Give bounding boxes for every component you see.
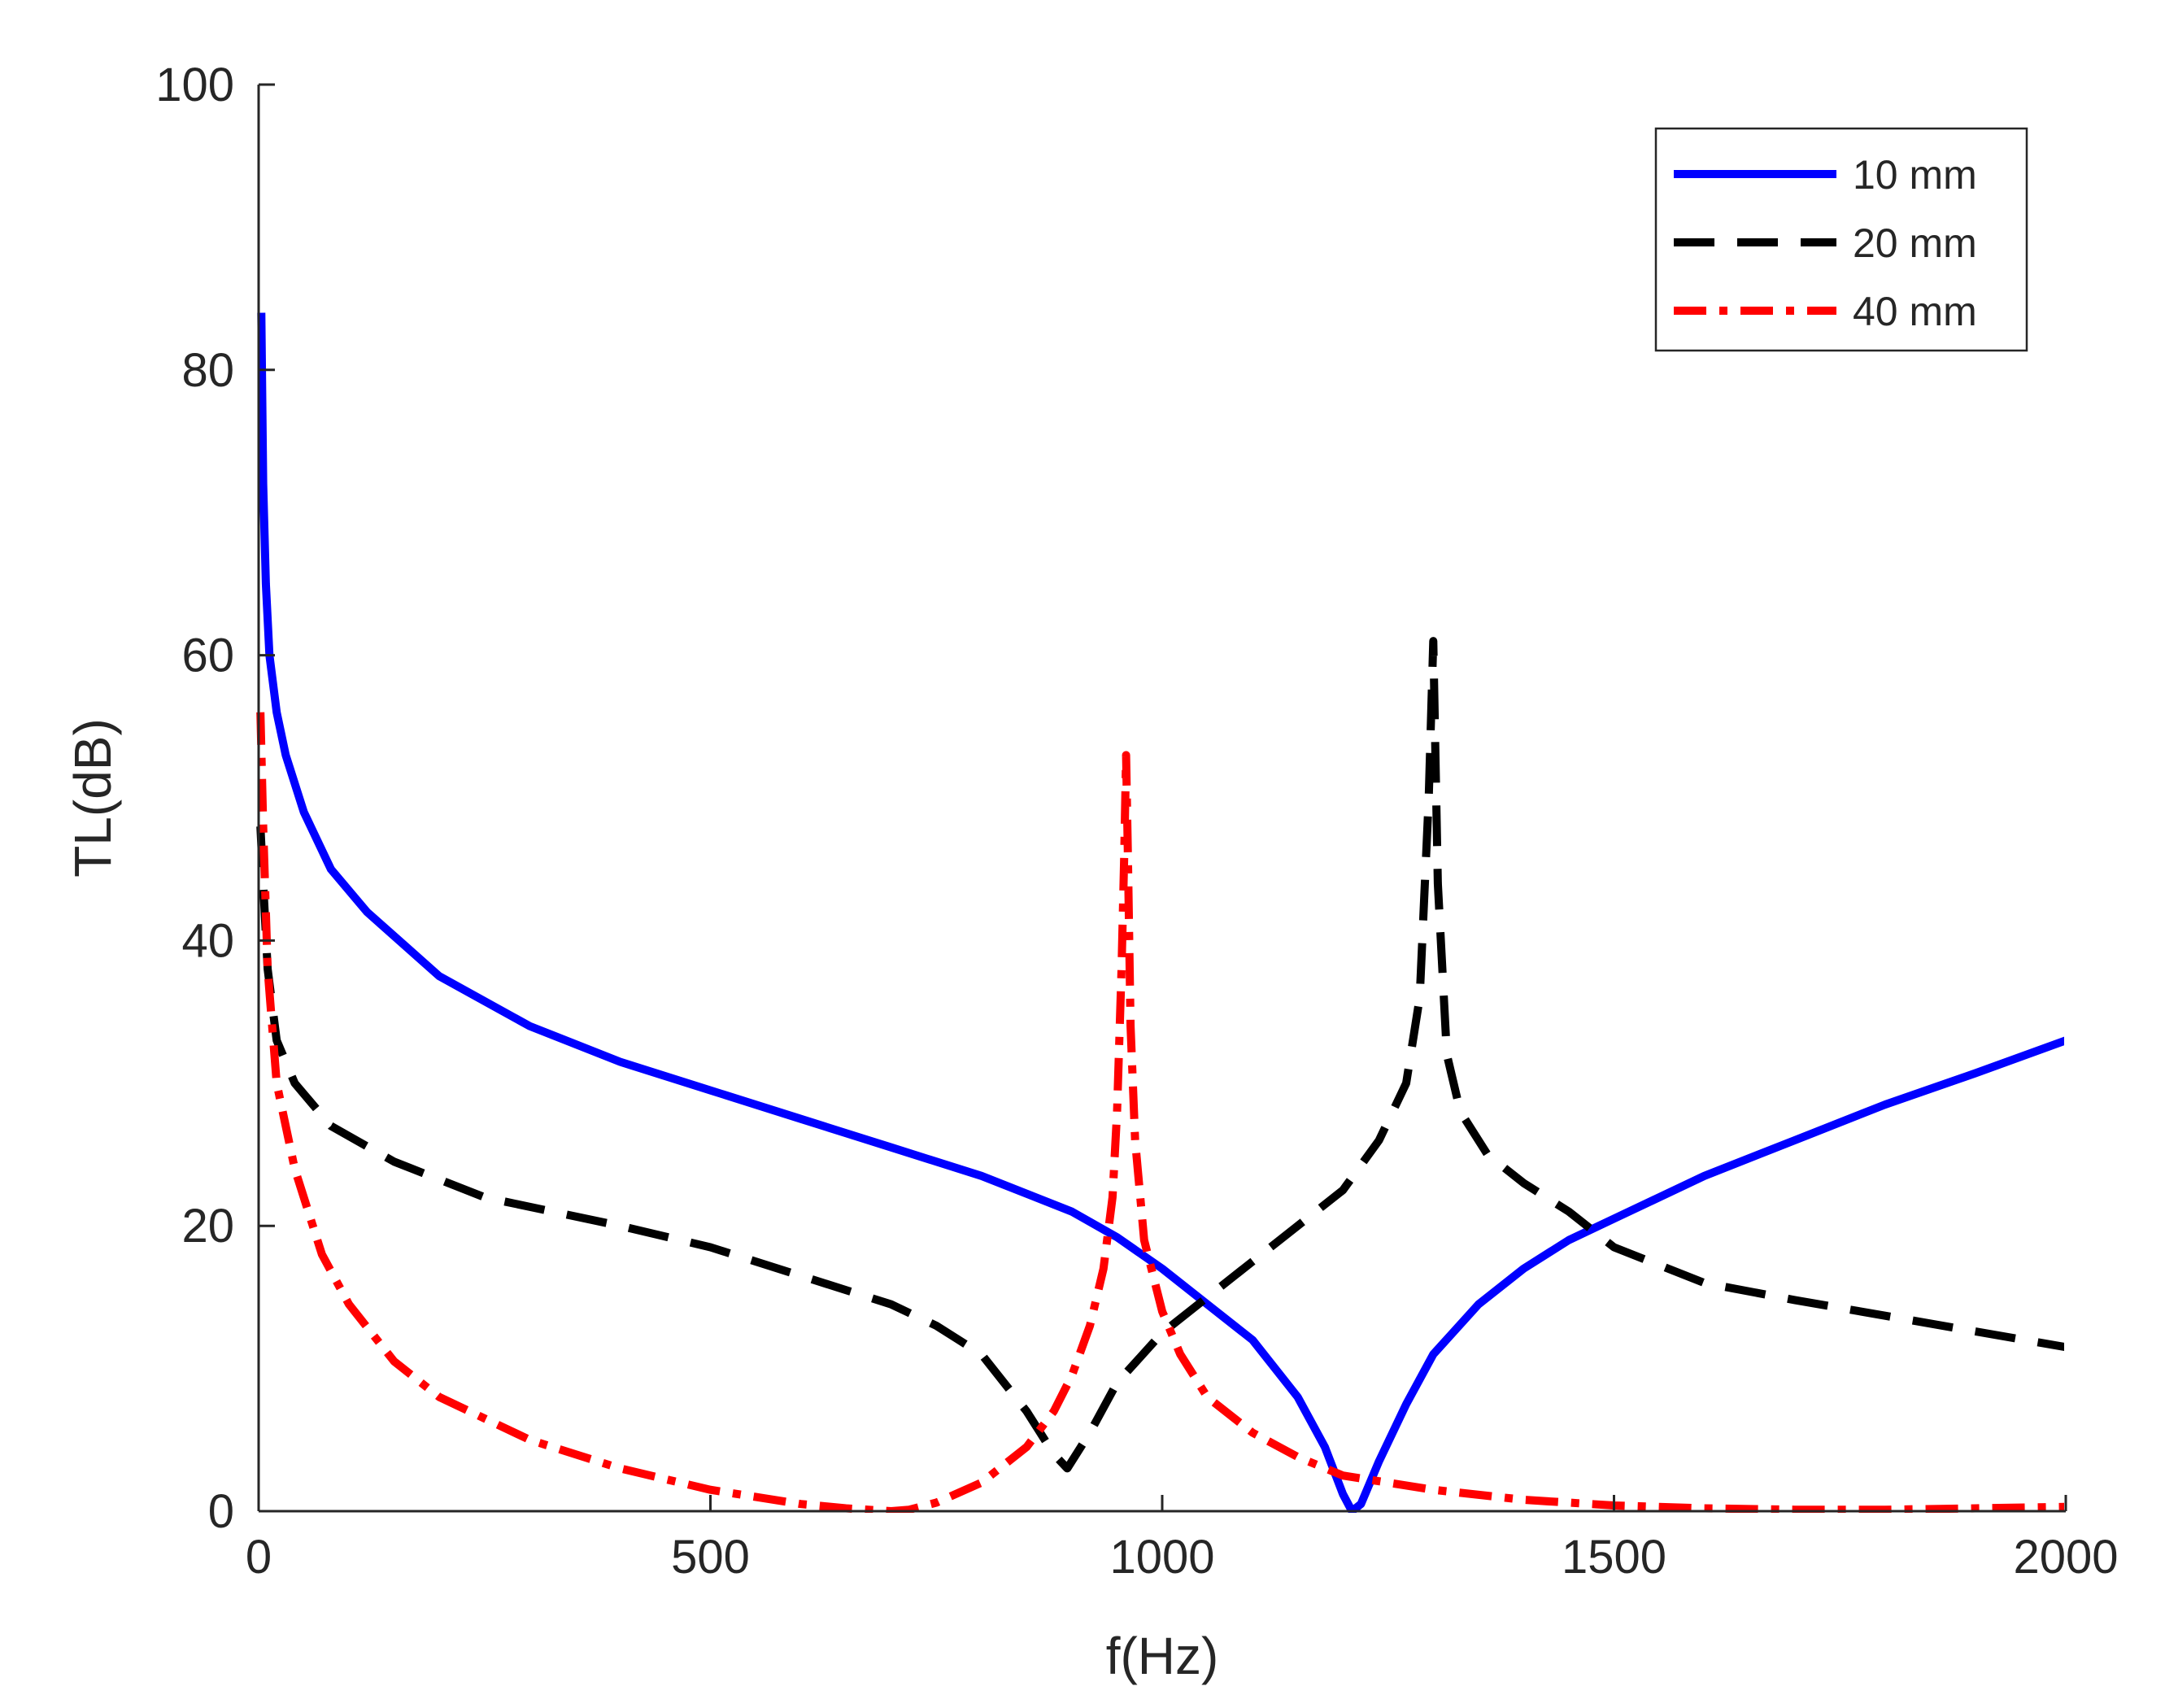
x-tick-label: 0 — [246, 1531, 272, 1584]
x-tick-label: 500 — [671, 1531, 750, 1584]
x-axis-title: f(Hz) — [1106, 1627, 1219, 1685]
y-axis-title: TL(dB) — [63, 718, 122, 878]
legend: 10 mm 20 mm 40 mm — [1654, 127, 2028, 352]
series-line-10mm — [257, 312, 2064, 1513]
series-layer — [256, 312, 2064, 1513]
legend-label-40mm: 40 mm — [1853, 289, 1977, 334]
y-tick-label: 20 — [181, 1200, 234, 1253]
legend-box — [1654, 127, 2028, 352]
series-line-20mm — [256, 637, 2064, 1473]
x-tick-label: 2000 — [2013, 1531, 2118, 1584]
x-tick-label: 1000 — [1109, 1531, 1214, 1584]
x-tick-label: 1500 — [1562, 1531, 1666, 1584]
y-tick-label: 60 — [181, 630, 234, 682]
y-tick-label: 40 — [181, 914, 234, 967]
y-tick-label: 100 — [155, 59, 234, 111]
series-line-40mm — [256, 712, 2064, 1513]
legend-label-10mm: 10 mm — [1853, 152, 1977, 198]
y-tick-label: 80 — [181, 344, 234, 397]
legend-label-20mm: 20 mm — [1853, 220, 1977, 266]
y-tick-label: 0 — [208, 1485, 234, 1538]
ticks-layer: 0 500 1000 1500 2000 0 20 40 60 80 100 — [155, 59, 2118, 1584]
